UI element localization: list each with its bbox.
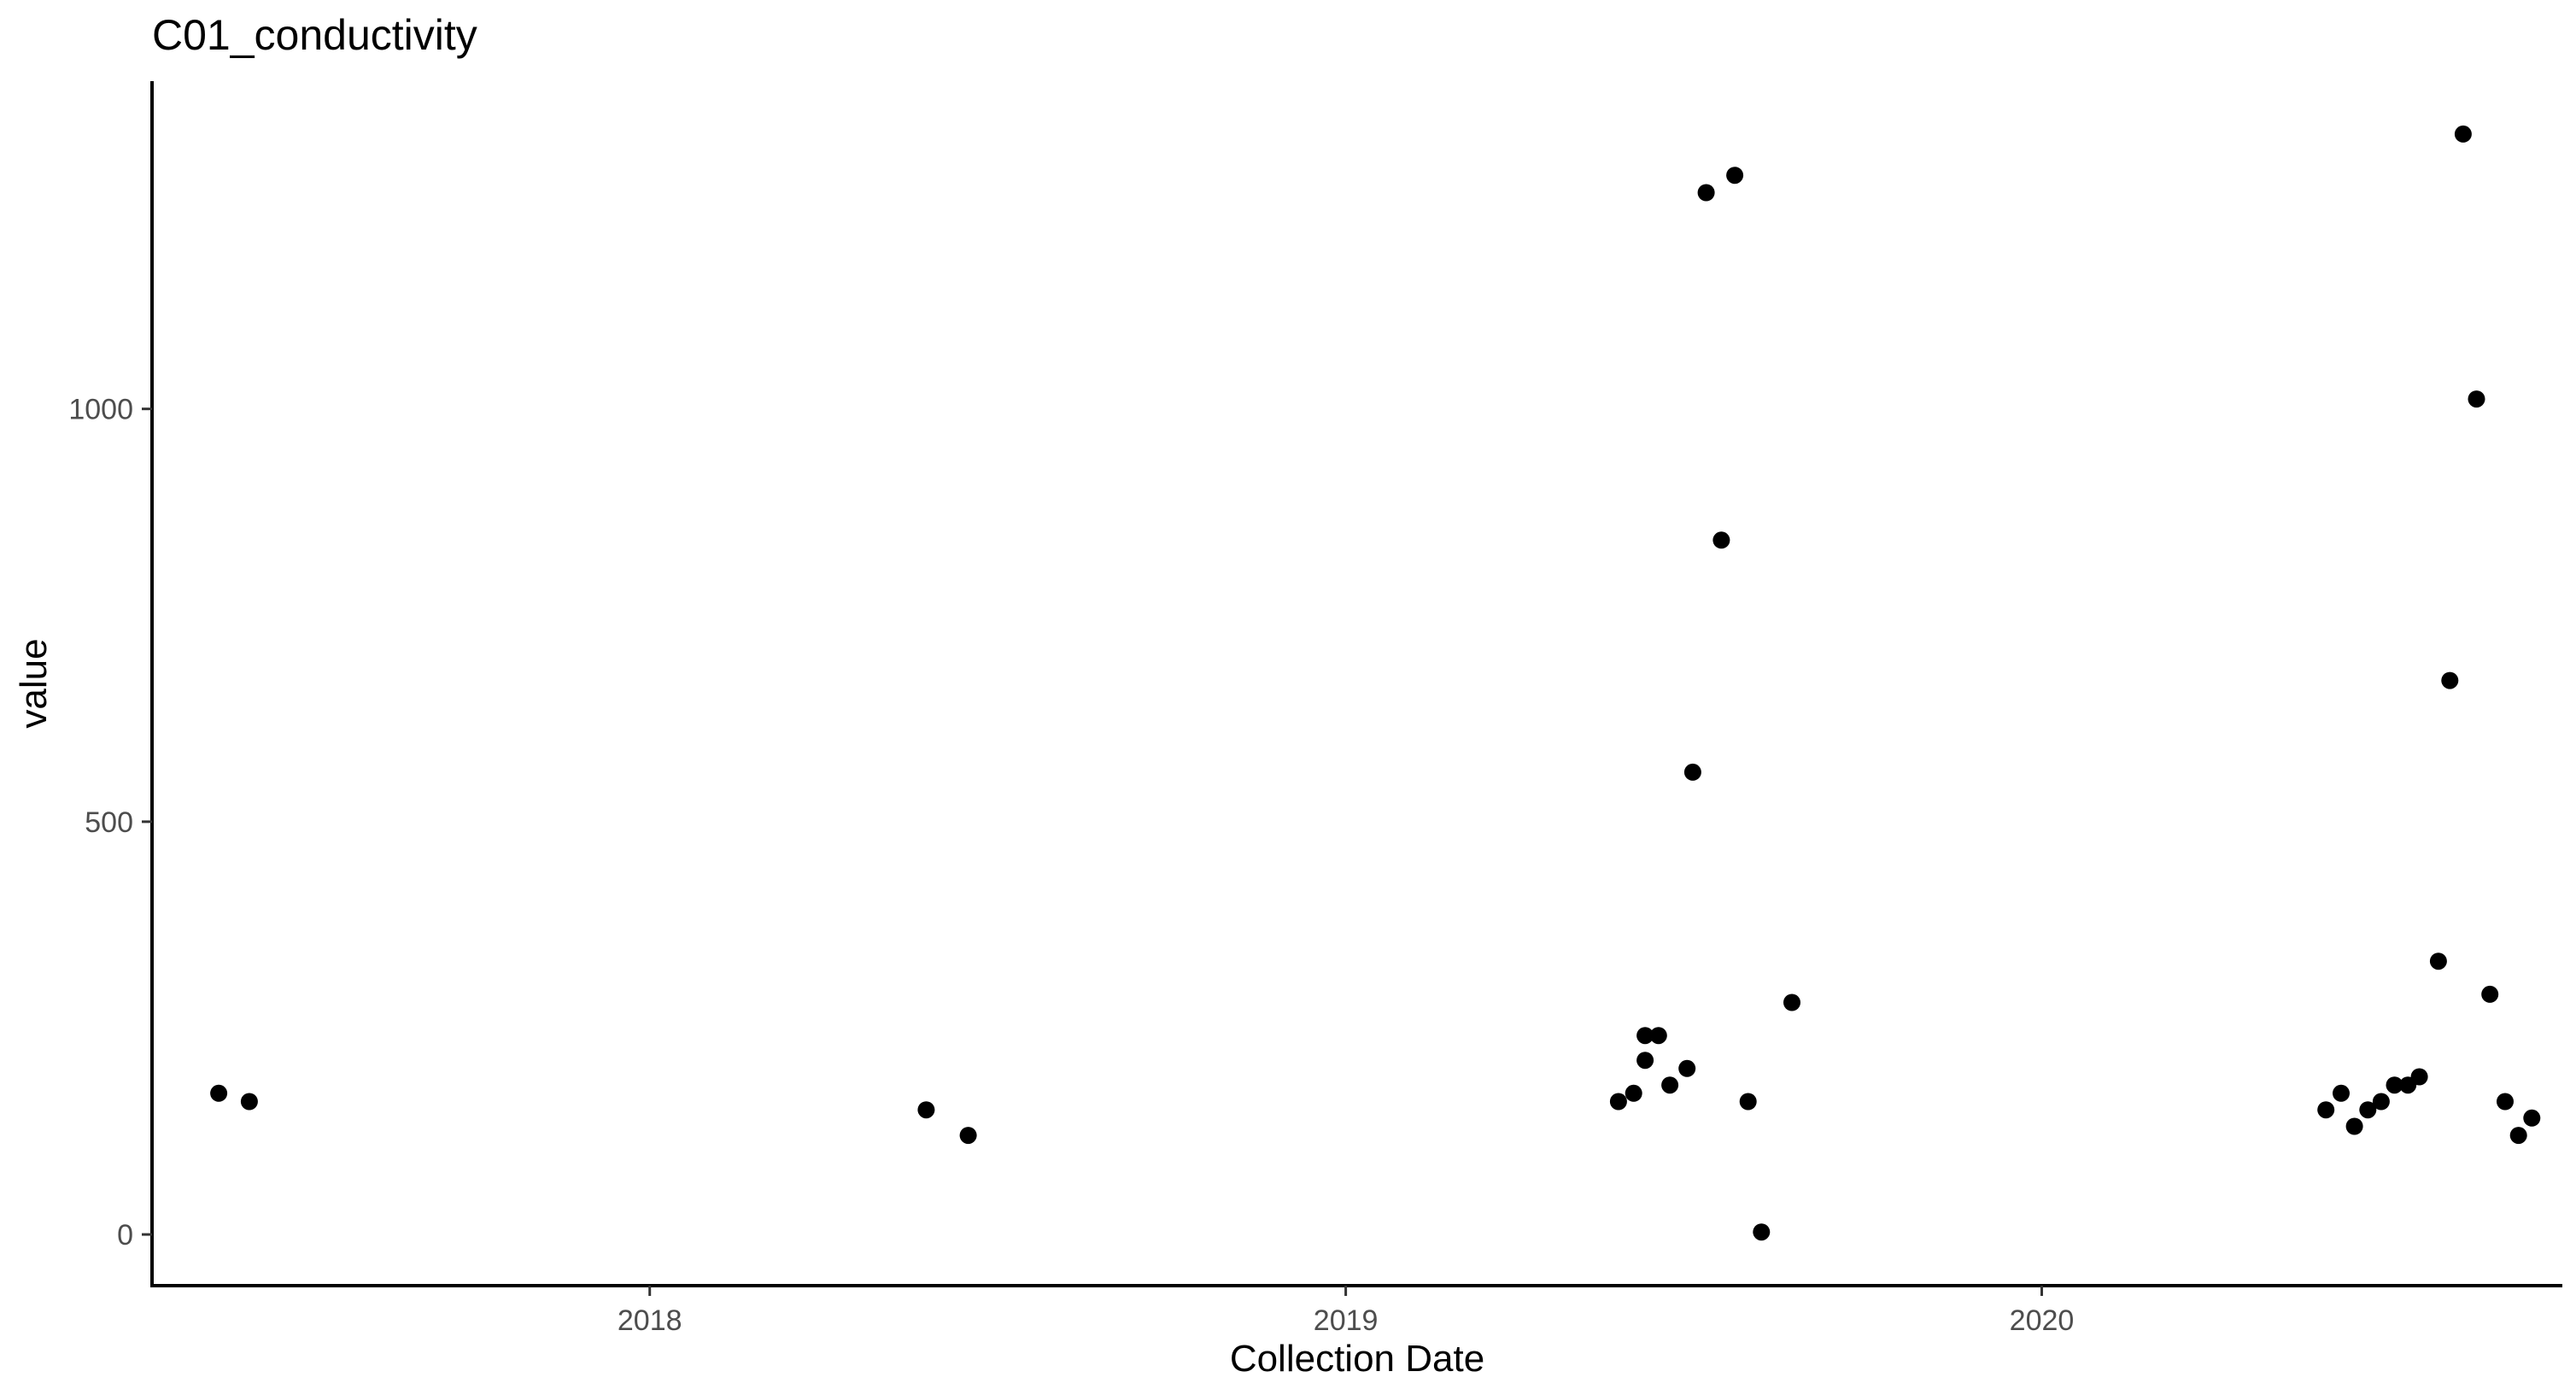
data-point-29 (2468, 390, 2485, 408)
y-tick-label: 1000 (68, 394, 133, 426)
chart-title: C01_conductivity (152, 11, 477, 59)
data-point-26 (2429, 952, 2447, 970)
x-tick-label: 2020 (2010, 1304, 2075, 1337)
y-tick-label: 0 (117, 1219, 133, 1251)
data-point-9 (1661, 1076, 1679, 1094)
data-point-3 (959, 1127, 977, 1145)
data-point-0 (210, 1084, 228, 1102)
data-point-32 (2509, 1127, 2527, 1145)
y-axis-ticks: 0 500 1000 (68, 394, 152, 1251)
data-point-12 (1697, 184, 1715, 202)
x-tick-label: 2019 (1314, 1304, 1379, 1337)
x-axis-title: Collection Date (1230, 1338, 1484, 1380)
points-layer (210, 125, 2541, 1241)
data-point-5 (1625, 1084, 1642, 1102)
data-point-4 (1609, 1093, 1627, 1111)
data-point-14 (1726, 167, 1744, 185)
data-point-13 (1712, 531, 1730, 549)
data-point-19 (2333, 1084, 2350, 1102)
data-point-23 (2386, 1076, 2403, 1094)
data-point-33 (2523, 1109, 2541, 1127)
data-point-2 (917, 1101, 935, 1119)
data-point-18 (2317, 1101, 2335, 1119)
y-tick-label: 500 (85, 806, 133, 839)
data-point-8 (1649, 1027, 1667, 1045)
data-point-16 (1753, 1223, 1771, 1241)
data-point-6 (1636, 1052, 1654, 1070)
data-point-20 (2345, 1117, 2363, 1135)
data-point-25 (2410, 1068, 2428, 1086)
data-point-15 (1739, 1093, 1757, 1111)
data-point-17 (1783, 993, 1800, 1011)
data-point-21 (2359, 1101, 2377, 1119)
x-axis-ticks: 2018 2019 2020 (618, 1286, 2074, 1337)
data-point-22 (2372, 1093, 2390, 1111)
data-point-31 (2497, 1093, 2514, 1111)
x-tick-label: 2018 (618, 1304, 682, 1337)
data-point-1 (240, 1093, 258, 1111)
data-point-10 (1678, 1059, 1696, 1077)
data-point-7 (1636, 1027, 1654, 1045)
data-point-28 (2454, 125, 2472, 143)
data-point-30 (2481, 985, 2499, 1003)
data-point-27 (2441, 671, 2459, 689)
data-point-11 (1683, 763, 1701, 781)
y-axis-title: value (13, 638, 55, 728)
